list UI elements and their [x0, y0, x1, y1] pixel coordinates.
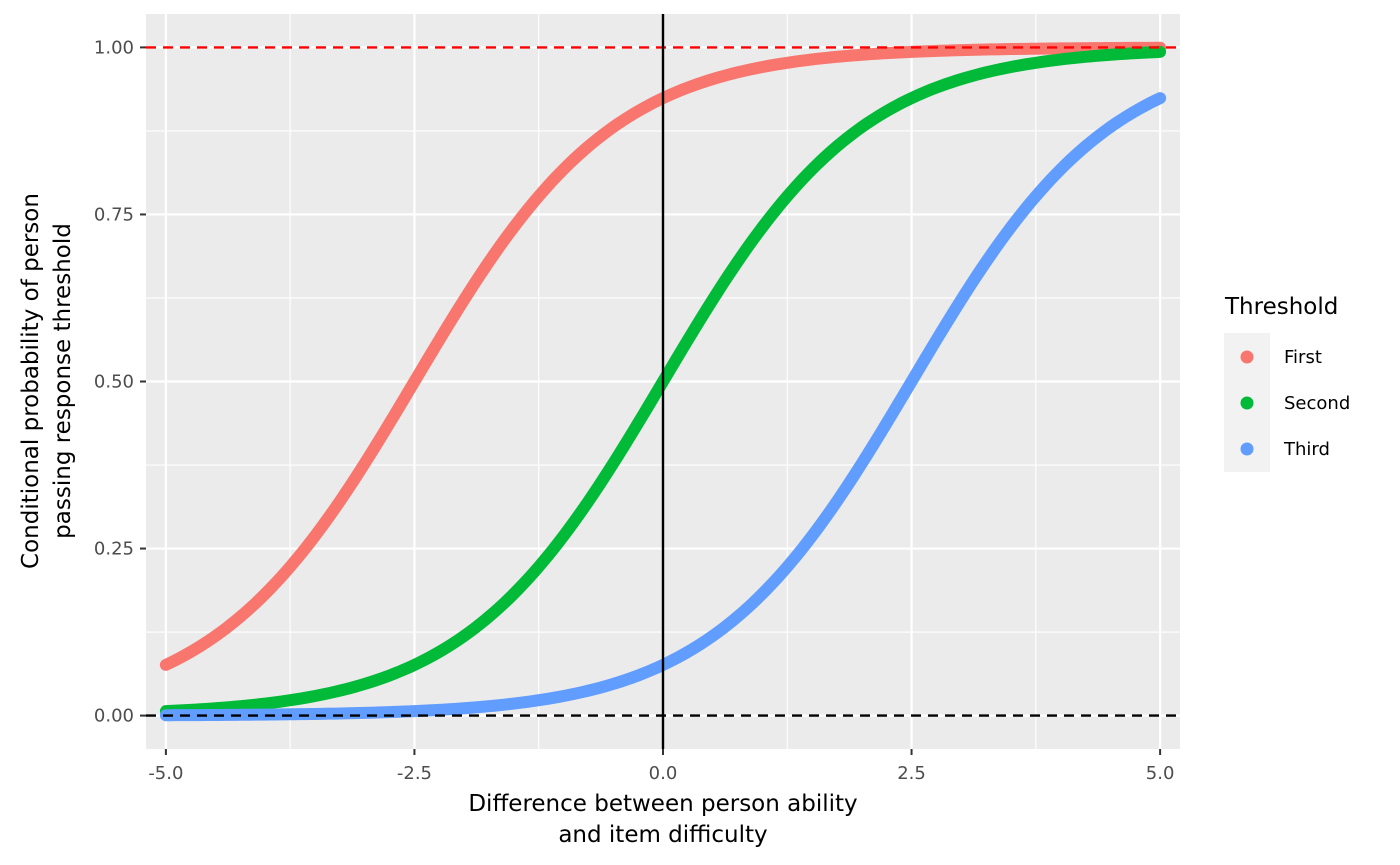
legend-title: Threshold	[1224, 294, 1338, 320]
y-tick-label: 1.00	[94, 37, 134, 58]
legend-key-second	[1240, 396, 1254, 410]
legend-key-third	[1240, 442, 1254, 456]
y-axis-title-line2: passing response threshold	[50, 223, 76, 539]
y-tick-label: 0.25	[94, 539, 134, 560]
y-axis-title-line1: Conditional probability of person	[18, 193, 44, 569]
legend: Threshold First Second Third	[1224, 294, 1350, 472]
x-axis-title-line2: and item difficulty	[558, 822, 767, 848]
legend-label-first: First	[1284, 347, 1322, 368]
legend-entries: First Second Third	[1240, 347, 1350, 460]
x-tick-label: -2.5	[397, 763, 432, 784]
y-tick-label: 0.50	[94, 372, 134, 393]
x-tick-label: 0.0	[649, 763, 678, 784]
axis-ticks: -5.0 -2.5 0.0 2.5 5.0 0.00 0.25 0.50 0.75 1.00	[94, 37, 1175, 784]
x-tick-label: 2.5	[897, 763, 926, 784]
y-tick-label: 0.00	[94, 706, 134, 727]
legend-label-second: Second	[1284, 393, 1350, 414]
legend-key-first	[1240, 350, 1254, 364]
y-axis-title: Conditional probability of person passin…	[18, 193, 76, 569]
x-axis-title-line1: Difference between person ability	[468, 791, 857, 817]
y-tick-label: 0.75	[94, 204, 134, 225]
reference-lines	[146, 14, 1180, 749]
x-tick-label: 5.0	[1146, 763, 1175, 784]
x-tick-label: -5.0	[148, 763, 183, 784]
legend-label-third: Third	[1283, 439, 1330, 460]
